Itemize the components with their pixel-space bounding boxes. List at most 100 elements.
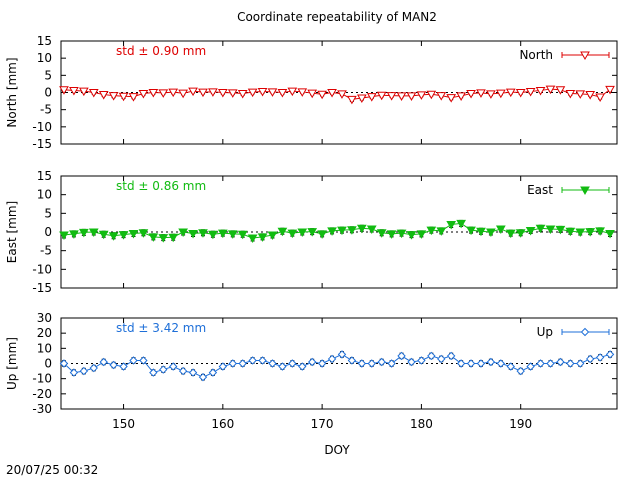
data-point [69, 230, 79, 239]
data-point [525, 87, 536, 97]
data-point [138, 229, 149, 238]
data-point [566, 359, 575, 368]
data-point [198, 229, 208, 238]
data-point [247, 88, 258, 98]
data-point [188, 87, 198, 97]
data-point [69, 86, 79, 96]
y-tick-label: 10 [37, 188, 52, 202]
data-point [237, 230, 248, 240]
data-point [327, 227, 337, 236]
data-point [327, 354, 337, 364]
data-point [148, 89, 159, 98]
data-point [416, 230, 427, 239]
data-point [297, 228, 308, 238]
data-point [69, 368, 79, 377]
legend-marker [580, 327, 590, 337]
x-axis-label: DOY [324, 443, 350, 457]
data-point [298, 362, 307, 371]
data-point [317, 359, 327, 368]
y-tick-label: 5 [44, 68, 52, 82]
data-point [376, 91, 387, 101]
data-point [486, 357, 496, 367]
east-panel: 15 10 5 0 -5 -10 -15 East [mm] std ± 0.86 mm East [5, 169, 618, 295]
data-point [128, 93, 139, 102]
data-point [476, 89, 486, 98]
data-point [585, 91, 596, 100]
data-point [158, 89, 169, 98]
y-tick-label: 20 [37, 326, 52, 340]
data-point [78, 87, 89, 97]
data-point [555, 225, 566, 235]
data-point [366, 93, 377, 102]
data-point [267, 231, 278, 240]
y-tick-label: 5 [44, 206, 52, 220]
data-point [397, 351, 406, 361]
data-point [506, 362, 515, 371]
data-point [436, 92, 447, 101]
legend-label: North [519, 48, 553, 62]
data-point [208, 230, 218, 240]
data-point [486, 228, 496, 238]
data-point [536, 359, 545, 368]
data-point [495, 89, 506, 99]
legend-label: Up [537, 325, 553, 339]
data-point [575, 90, 586, 99]
data-point [208, 368, 218, 377]
y-tick-label: -10 [32, 262, 52, 276]
data-point [456, 92, 466, 101]
y-tick-label: 30 [37, 311, 52, 325]
data-point [277, 227, 288, 237]
data-point [188, 229, 198, 239]
data-point [356, 94, 367, 104]
data-point [277, 89, 288, 98]
data-point [337, 350, 347, 359]
x-axis: 150 160 170 180 190 [112, 417, 532, 431]
data-point [188, 368, 198, 377]
data-point [515, 89, 526, 98]
data-point [337, 90, 347, 99]
data-point [79, 366, 89, 376]
data-point [545, 85, 556, 95]
data-point [109, 360, 118, 370]
data-point [386, 92, 397, 101]
data-point [436, 227, 447, 236]
data-point [545, 225, 556, 235]
data-point [159, 365, 168, 374]
data-point [476, 227, 486, 237]
data-point [168, 88, 179, 98]
data-point [456, 359, 466, 368]
data-point [366, 225, 377, 235]
data-point [367, 359, 376, 368]
data-point [605, 229, 615, 239]
data-point [148, 233, 159, 242]
data-point [118, 231, 129, 240]
y-axis-label: North [mm] [5, 57, 19, 127]
data-point [317, 90, 327, 100]
data-point [139, 356, 148, 365]
data-point [446, 221, 457, 230]
y-tick-label: -30 [32, 402, 52, 416]
data-point [347, 356, 357, 365]
y-tick-label: -15 [32, 137, 52, 151]
data-point [227, 89, 238, 98]
data-point [417, 356, 426, 365]
data-point [228, 359, 237, 368]
x-tick-label: 180 [410, 417, 433, 431]
data-point [237, 90, 248, 99]
data-point [456, 219, 466, 229]
data-point [595, 353, 605, 362]
data-point [278, 362, 287, 371]
data-point [576, 359, 585, 368]
data-point [546, 359, 555, 368]
data-point [396, 229, 407, 239]
y-tick-label: -10 [32, 372, 52, 386]
data-point [337, 226, 347, 236]
std-label: std ± 0.90 mm [116, 44, 206, 58]
data-point [297, 88, 308, 97]
data-point [98, 230, 109, 240]
data-point [59, 86, 69, 95]
data-point [595, 93, 605, 102]
data-point [347, 226, 357, 235]
data-point [108, 232, 119, 241]
y-axis-label: Up [mm] [5, 337, 19, 390]
